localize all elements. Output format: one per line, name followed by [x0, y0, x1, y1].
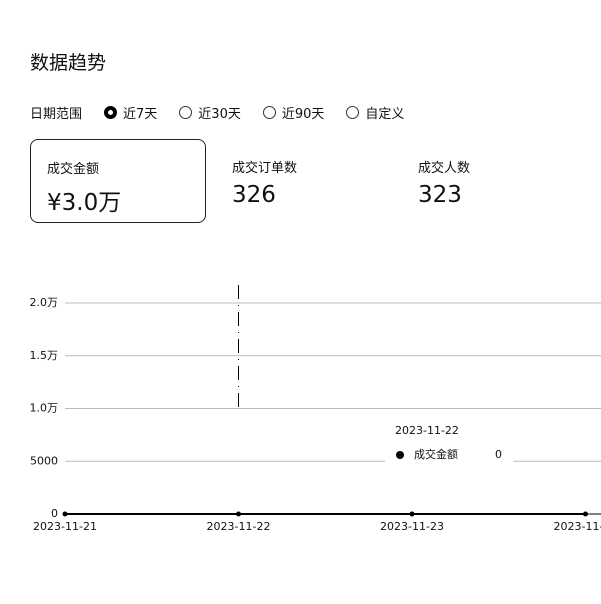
date-option[interactable]: 近7天: [104, 103, 157, 122]
radio[interactable]: [346, 106, 360, 119]
option-label: 自定义: [365, 107, 405, 122]
stat-value: ¥3.0万: [47, 190, 122, 216]
radio[interactable]: [104, 106, 118, 119]
tooltip: [385, 418, 513, 472]
point: [583, 511, 588, 517]
stat-value: 323: [418, 182, 462, 208]
stat-card[interactable]: 成交金额 ¥3.0万: [30, 139, 206, 223]
x-tick-label: 2023-11-24: [554, 520, 601, 533]
y-tick-label: 5000: [30, 454, 58, 467]
tooltip-series: 成交金额: [414, 447, 458, 461]
point: [236, 511, 241, 517]
y-tick-label: 1.0万: [30, 402, 59, 415]
option-label: 近7天: [123, 107, 158, 122]
y-tick-label: 0: [51, 507, 58, 520]
y-tick-label: 1.5万: [30, 349, 59, 362]
date-option[interactable]: 自定义: [346, 103, 404, 122]
x-tick-label: 2023-11-23: [380, 520, 444, 533]
date-option[interactable]: 近90天: [262, 103, 325, 122]
stat-label: 成交金额: [47, 162, 100, 177]
y-tick-label: 2.0万: [30, 296, 59, 309]
date-filter: 日期范围 近7天 近30天 近90天 自定义: [30, 103, 404, 122]
x-tick-label: 2023-11-22: [207, 520, 271, 533]
filter-label: 日期范围: [30, 107, 83, 122]
point: [409, 511, 415, 517]
tooltip-title: 2023-11-22: [395, 424, 459, 437]
radio[interactable]: [262, 106, 276, 119]
x-tick-label: 2023-11-21: [33, 520, 97, 533]
stat-label: 成交订单数: [232, 161, 298, 176]
point: [62, 511, 68, 517]
tooltip-marker: [396, 451, 404, 459]
option-label: 近90天: [281, 107, 325, 122]
option-label: 近30天: [198, 107, 241, 122]
page-title: 数据趋势: [30, 52, 107, 74]
tooltip-value: 0: [495, 448, 502, 461]
stat-card[interactable]: 成交人数 323: [402, 139, 578, 223]
stat-value: 326: [232, 182, 276, 208]
radio[interactable]: [179, 106, 193, 119]
date-option[interactable]: 近30天: [179, 103, 241, 122]
stat-label: 成交人数: [418, 161, 471, 176]
stat-card[interactable]: 成交订单数 326: [216, 139, 392, 223]
